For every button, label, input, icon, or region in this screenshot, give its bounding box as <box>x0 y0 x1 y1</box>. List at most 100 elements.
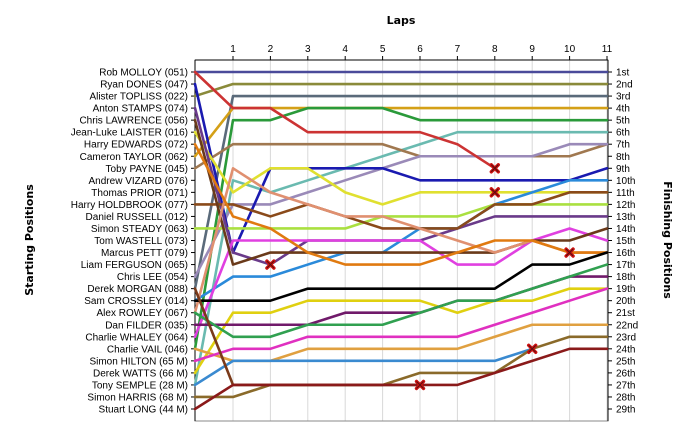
driver-position-line <box>193 335 609 399</box>
finishing-position-label: 21st <box>616 308 635 319</box>
driver-position-line <box>193 142 609 278</box>
starting-position-label: Daniel RUSSELL (012) <box>86 212 188 223</box>
lap-tick-label: 7 <box>455 44 461 55</box>
finishing-position-label: 6th <box>616 128 630 139</box>
driver-position-line <box>193 287 609 363</box>
starting-position-label: Tom WASTELL (073) <box>94 236 188 247</box>
driver-position-line <box>193 82 609 98</box>
finishing-position-label: 26th <box>616 368 635 379</box>
lap-tick-label: 3 <box>305 44 311 55</box>
starting-position-label: Liam FERGUSON (065) <box>81 260 188 271</box>
starting-position-label: Sam CROSSLEY (014) <box>84 296 188 307</box>
finishing-position-label: 23rd <box>616 332 636 343</box>
starting-position-label: Alex ROWLEY (067) <box>96 308 188 319</box>
lap-tick-label: 1 <box>230 44 236 55</box>
starting-position-label: Toby PAYNE (045) <box>106 164 188 175</box>
finishing-position-label: 19th <box>616 284 635 295</box>
starting-position-label: Derek MORGAN (088) <box>87 284 188 295</box>
finishing-position-label: 1st <box>616 68 630 79</box>
starting-position-label: Harry EDWARDS (072) <box>84 140 188 151</box>
starting-position-label: Simon HILTON (65 M) <box>89 356 188 367</box>
driver-position-line <box>193 227 609 339</box>
finishing-position-label: 11th <box>616 188 635 199</box>
finishing-position-label: 10th <box>616 176 635 187</box>
lap-tick-label: 8 <box>492 44 498 55</box>
driver-position-line <box>193 347 534 387</box>
driver-position-line <box>193 94 609 290</box>
driver-position-line <box>193 106 609 351</box>
driver-position-line <box>193 130 609 387</box>
starting-position-label: Tony SEMPLE (28 M) <box>92 380 188 391</box>
finishing-position-label: 29th <box>616 405 635 416</box>
finishing-position-label: 8th <box>616 152 630 163</box>
finishing-position-label: 25th <box>616 356 635 367</box>
driver-position-line <box>193 70 497 170</box>
finishing-position-label: 15th <box>616 236 635 247</box>
finishing-position-label: 13th <box>616 212 635 223</box>
finishing-position-label: 14th <box>616 224 635 235</box>
starting-position-label: Anton STAMPS (074) <box>93 104 188 115</box>
driver-position-line <box>193 251 609 302</box>
starting-position-label: Rob MOLLOY (051) <box>99 68 188 79</box>
finishing-position-label: 16th <box>616 248 635 259</box>
finishing-position-label: 2nd <box>616 80 633 91</box>
finishing-position-label: 4th <box>616 104 630 115</box>
driver-position-line <box>193 263 609 339</box>
finishing-position-label: 27th <box>616 380 635 391</box>
starting-position-label: Chris LAWRENCE (056) <box>79 116 188 127</box>
driver-position-line <box>193 82 609 254</box>
finishing-position-label: 12th <box>616 200 635 211</box>
starting-position-label: Thomas PRIOR (071) <box>91 188 188 199</box>
starting-position-label: Harry HOLDBROOK (077) <box>71 200 188 211</box>
starting-position-label: Chris LEE (054) <box>117 272 188 283</box>
retirement-marker <box>414 379 426 391</box>
series-layer <box>193 70 609 411</box>
retirement-marker <box>265 259 276 270</box>
starting-position-label: Charlie WHALEY (064) <box>85 332 188 343</box>
starting-position-label: Marcus PETT (079) <box>101 248 188 259</box>
lap-tick-label: 11 <box>602 44 613 55</box>
driver-position-line <box>193 130 609 206</box>
finishing-position-label: 20th <box>616 296 635 307</box>
finishing-position-label: 28th <box>616 392 635 403</box>
lap-tick-label: 4 <box>342 44 348 55</box>
driver-position-line <box>193 142 609 266</box>
starting-position-label: Simon STEADY (063) <box>91 224 188 235</box>
driver-position-line <box>193 287 609 375</box>
driver-position-line <box>193 191 609 230</box>
finishing-position-label: 9th <box>616 164 630 175</box>
retirement-marker <box>489 163 500 174</box>
y-axis-left-label: Starting Positions <box>23 184 36 296</box>
lap-tick-label: 5 <box>380 44 386 55</box>
retirement-marker <box>564 247 575 258</box>
finishing-position-label: 3rd <box>616 92 630 103</box>
label-layer: 1 2 3 4 5 6 7 8 9 10 11 Rob MOLLOY (051)Ryan DONES … <box>71 44 639 416</box>
finishing-position-label: 24th <box>616 344 635 355</box>
starting-position-label: Alister TOPLISS (022) <box>89 92 188 103</box>
starting-position-label: Jean-Luke LAISTER (016) <box>71 128 188 139</box>
retirement-markers <box>265 163 575 391</box>
starting-position-label: Cameron TAYLOR (062) <box>80 152 188 163</box>
retirement-marker <box>527 343 538 355</box>
lap-tick-label: 6 <box>417 44 423 55</box>
starting-position-label: Andrew VIZARD (076) <box>89 176 188 187</box>
driver-position-line <box>193 118 609 266</box>
retirement-marker <box>489 187 500 198</box>
starting-position-label: Stuart LONG (44 M) <box>99 405 188 416</box>
starting-position-label: Simon HARRIS (68 M) <box>87 392 188 403</box>
finishing-position-label: 22nd <box>616 320 638 331</box>
finishing-position-label: 18th <box>616 272 635 283</box>
starting-position-label: Ryan DONES (047) <box>100 80 188 91</box>
axis-layer <box>191 56 612 422</box>
lap-tick-label: 9 <box>529 44 535 55</box>
finishing-position-label: 5th <box>616 116 630 127</box>
lap-tick-label: 10 <box>564 44 576 55</box>
starting-position-label: Charlie VAIL (046) <box>107 344 188 355</box>
driver-position-line <box>193 203 609 230</box>
starting-position-label: Dan FILDER (035) <box>105 320 188 331</box>
driver-position-line <box>193 347 609 411</box>
chart-title: Laps <box>387 14 416 27</box>
lap-tick-label: 2 <box>268 44 274 55</box>
